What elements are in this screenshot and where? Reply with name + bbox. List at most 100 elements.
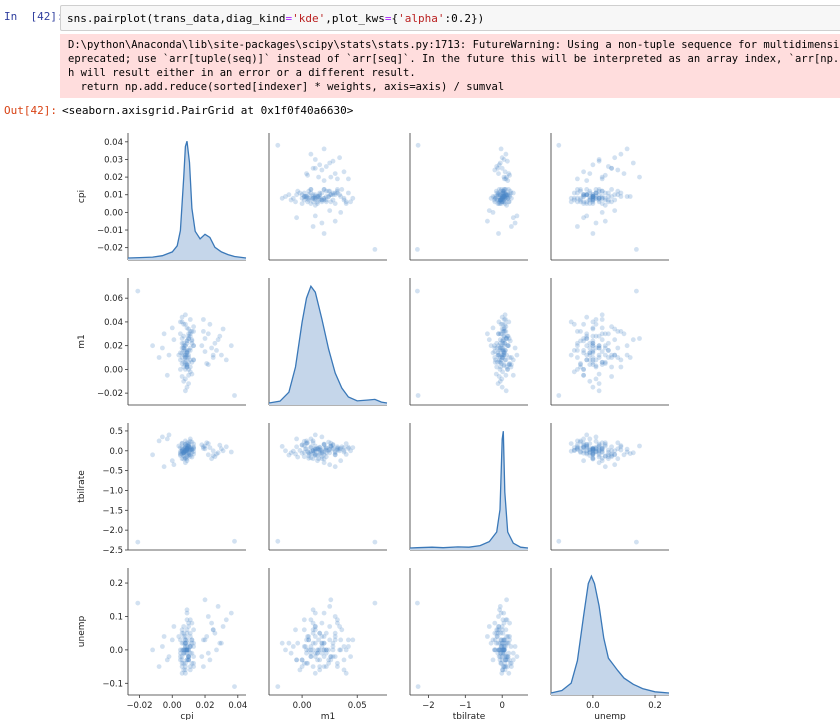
scatter-point <box>590 355 596 360</box>
scatter-point <box>501 199 507 205</box>
scatter-point <box>596 355 602 360</box>
scatter-point <box>596 442 602 448</box>
scatter-point <box>578 329 583 334</box>
scatter-point <box>494 190 500 196</box>
scatter-point <box>312 634 318 639</box>
scatter-point <box>609 352 614 358</box>
scatter-point <box>500 329 506 334</box>
scatter-point <box>587 446 593 451</box>
scatter-point <box>304 441 309 446</box>
x-tick-label: 0.2 <box>648 701 662 711</box>
scatter-point <box>350 445 356 450</box>
scatter-point <box>317 667 323 673</box>
scatter-point <box>316 194 321 199</box>
scatter-point <box>332 654 338 659</box>
scatter-point <box>189 371 195 377</box>
scatter-point <box>232 393 237 398</box>
scatter-point <box>590 197 596 203</box>
scatter-point <box>187 369 193 375</box>
scatter-point <box>599 312 605 318</box>
scatter-point <box>581 348 586 353</box>
scatter-point <box>207 657 213 663</box>
scatter-point <box>186 443 191 449</box>
scatter-point <box>184 446 190 451</box>
scatter-point <box>187 664 193 669</box>
scatter-point <box>501 157 507 162</box>
scatter-point <box>502 348 508 353</box>
scatter-point <box>501 610 507 616</box>
scatter-point <box>187 317 193 322</box>
scatter-point <box>504 597 509 603</box>
scatter-point <box>183 637 188 643</box>
scatter-point <box>183 448 188 453</box>
scatter-point <box>502 637 507 643</box>
scatter-point <box>609 374 614 379</box>
scatter-point <box>599 362 605 367</box>
scatter-point <box>186 451 191 456</box>
scatter-point <box>615 188 621 194</box>
scatter-point <box>630 450 636 456</box>
scatter-point <box>634 539 639 545</box>
code-cell-input[interactable]: sns.pairplot(trans_data,diag_kind='kde',… <box>60 5 840 31</box>
scatter-point <box>335 187 340 192</box>
x-axis-label: unemp <box>594 712 626 720</box>
scatter-point <box>210 448 216 454</box>
scatter-point <box>609 453 614 458</box>
scatter-point <box>501 644 507 649</box>
scatter-point <box>372 247 378 252</box>
scatter-point <box>506 319 512 325</box>
x-tick-label: 0.02 <box>196 701 215 711</box>
scatter-point <box>502 321 508 327</box>
scatter-point <box>330 442 336 447</box>
scatter-point <box>596 441 602 447</box>
scatter-point <box>187 348 193 353</box>
scatter-point <box>630 160 636 166</box>
y-tick-label: 0.03 <box>104 155 123 165</box>
scatter-point <box>503 640 509 646</box>
scatter-point <box>321 452 327 458</box>
scatter-point <box>310 664 316 669</box>
scatter-point <box>581 192 586 198</box>
y-tick-label: 0.04 <box>104 318 123 328</box>
scatter-point <box>612 337 618 343</box>
scatter-point <box>186 381 191 386</box>
scatter-point <box>181 647 187 653</box>
scatter-point <box>609 451 614 457</box>
scatter-point <box>501 640 507 646</box>
scatter-point <box>497 650 503 656</box>
scatter-point <box>304 194 309 199</box>
stderr-line: h will result either in an error or a di… <box>68 67 416 79</box>
scatter-point <box>306 197 312 203</box>
scatter-point <box>498 348 504 353</box>
scatter-point <box>312 195 318 201</box>
scatter-point <box>186 446 191 452</box>
scatter-point <box>599 359 605 365</box>
scatter-point <box>496 201 502 206</box>
scatter-point <box>330 158 336 164</box>
scatter-point <box>587 447 593 453</box>
scatter-point <box>199 343 205 349</box>
scatter-point <box>232 684 237 689</box>
scatter-point <box>584 336 590 341</box>
scatter-point <box>178 357 183 363</box>
scatter-point <box>599 194 605 199</box>
scatter-point <box>499 355 505 360</box>
scatter-point <box>319 197 325 203</box>
scatter-point <box>581 372 586 378</box>
scatter-point <box>496 627 502 633</box>
scatter-point <box>187 644 193 649</box>
scatter-point <box>178 637 183 643</box>
scatter-point <box>500 188 506 194</box>
scatter-point <box>310 199 316 205</box>
scatter-point <box>171 337 177 343</box>
scatter-point <box>581 372 586 378</box>
scatter-point <box>602 190 608 196</box>
scatter-point <box>186 647 191 653</box>
scatter-point <box>205 362 211 367</box>
scatter-point <box>504 336 509 341</box>
scatter-point <box>499 326 505 332</box>
scatter-point <box>494 194 500 199</box>
scatter-point <box>599 210 605 215</box>
scatter-point <box>187 357 193 363</box>
scatter-point <box>587 362 593 367</box>
